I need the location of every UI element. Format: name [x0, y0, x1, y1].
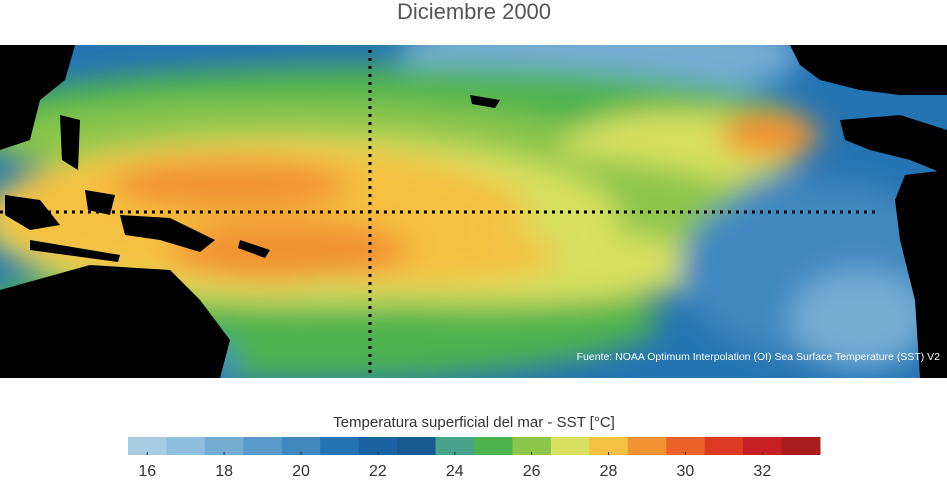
colorbar-bin — [204, 437, 244, 455]
colorbar-bin — [397, 437, 437, 455]
colorbar-tick-label: 22 — [369, 463, 387, 480]
land — [0, 45, 947, 378]
colorbar-bin — [589, 437, 629, 455]
colorbar-bin — [243, 437, 283, 455]
colorbar-tick-label: 18 — [215, 463, 233, 480]
colorbar-bin — [320, 437, 360, 455]
colorbar-tick-label: 20 — [292, 463, 310, 480]
colorbar-bin — [627, 437, 667, 455]
colorbar-tick-label: 28 — [600, 463, 618, 480]
colorbar-tick-label: 30 — [677, 463, 695, 480]
colorbar-bin — [435, 437, 475, 455]
colorbar-bin — [281, 437, 321, 455]
title: Diciembre 2000 — [397, 0, 551, 24]
colorbar-tick-label: 26 — [523, 463, 541, 480]
source-note: Fuente: NOAA Optimum Interpolation (OI) … — [577, 351, 941, 363]
colorbar: 16 18 20 22 24 26 28 30 32 — [128, 437, 821, 480]
colorbar-bin — [166, 437, 206, 455]
colorbar-bin — [781, 437, 821, 455]
colorbar-tick-label: 16 — [138, 463, 156, 480]
colorbar-bin — [512, 437, 552, 455]
sst-map: Fuente: NOAA Optimum Interpolation (OI) … — [0, 45, 947, 378]
colorbar-bin — [704, 437, 744, 455]
colorbar-bin — [128, 437, 167, 455]
colorbar-tick-label: 24 — [446, 463, 464, 480]
colorbar-bin — [474, 437, 513, 455]
colorbar-tick-label: 32 — [753, 463, 771, 480]
colorbar-bin — [550, 437, 590, 455]
colorbar-bin — [666, 437, 706, 455]
colorbar-bin — [358, 437, 398, 455]
colorbar-bin — [743, 437, 783, 455]
colorbar-label: Temperatura superficial del mar - SST [°… — [333, 414, 615, 431]
